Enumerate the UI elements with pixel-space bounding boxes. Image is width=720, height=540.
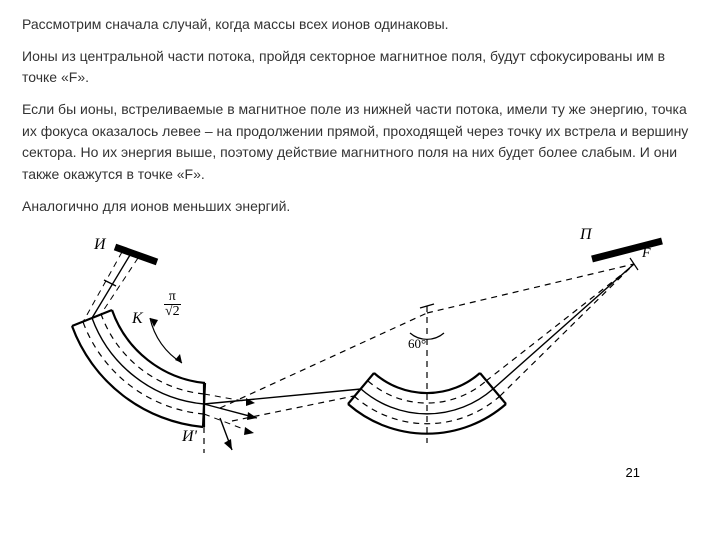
label-I: И bbox=[94, 236, 106, 254]
dash-to-apex bbox=[220, 313, 427, 408]
dash-apex-to-f bbox=[427, 264, 634, 313]
figure-svg bbox=[32, 228, 672, 458]
paragraph-2: Ионы из центральной части потока, пройдя… bbox=[22, 46, 698, 89]
paragraph-3: Если бы ионы, встреливаемые в магнитное … bbox=[22, 99, 698, 186]
exit-arrow-2 bbox=[244, 427, 254, 435]
f-tick bbox=[630, 258, 638, 270]
entry-ray-left bbox=[83, 252, 122, 322]
label-Iprime: И' bbox=[182, 428, 197, 446]
pi-bot: √2 bbox=[164, 305, 181, 319]
paragraph-4: Аналогично для ионов меньших энергий. bbox=[22, 196, 698, 218]
label-F: F bbox=[642, 246, 651, 262]
label-pi-sqrt2: π √2 bbox=[164, 290, 181, 319]
paragraph-1: Рассмотрим сначала случай, когда массы в… bbox=[22, 14, 698, 36]
left-inner-arc bbox=[112, 310, 205, 383]
pi-top: π bbox=[164, 290, 181, 305]
beam-solid-right bbox=[493, 264, 634, 389]
figure: И К И' П F 60° π √2 bbox=[32, 228, 672, 458]
left-outer-arc bbox=[72, 326, 203, 427]
dash-env-low-r bbox=[500, 264, 634, 396]
entry-ray-right bbox=[101, 258, 138, 314]
dash-env-up-r bbox=[486, 268, 630, 381]
right-edge-l bbox=[348, 373, 374, 404]
detector-slit bbox=[592, 241, 662, 259]
page: Рассмотрим сначала случай, когда массы в… bbox=[0, 0, 720, 540]
left-dash-arc-outer bbox=[83, 322, 204, 414]
label-K: К bbox=[132, 310, 143, 328]
beam-solid-left bbox=[204, 389, 361, 404]
entry-ray-mid bbox=[92, 255, 130, 318]
page-number: 21 bbox=[626, 465, 640, 480]
label-angle: 60° bbox=[408, 336, 426, 352]
source-slit bbox=[115, 247, 157, 262]
label-P: П bbox=[580, 226, 592, 244]
